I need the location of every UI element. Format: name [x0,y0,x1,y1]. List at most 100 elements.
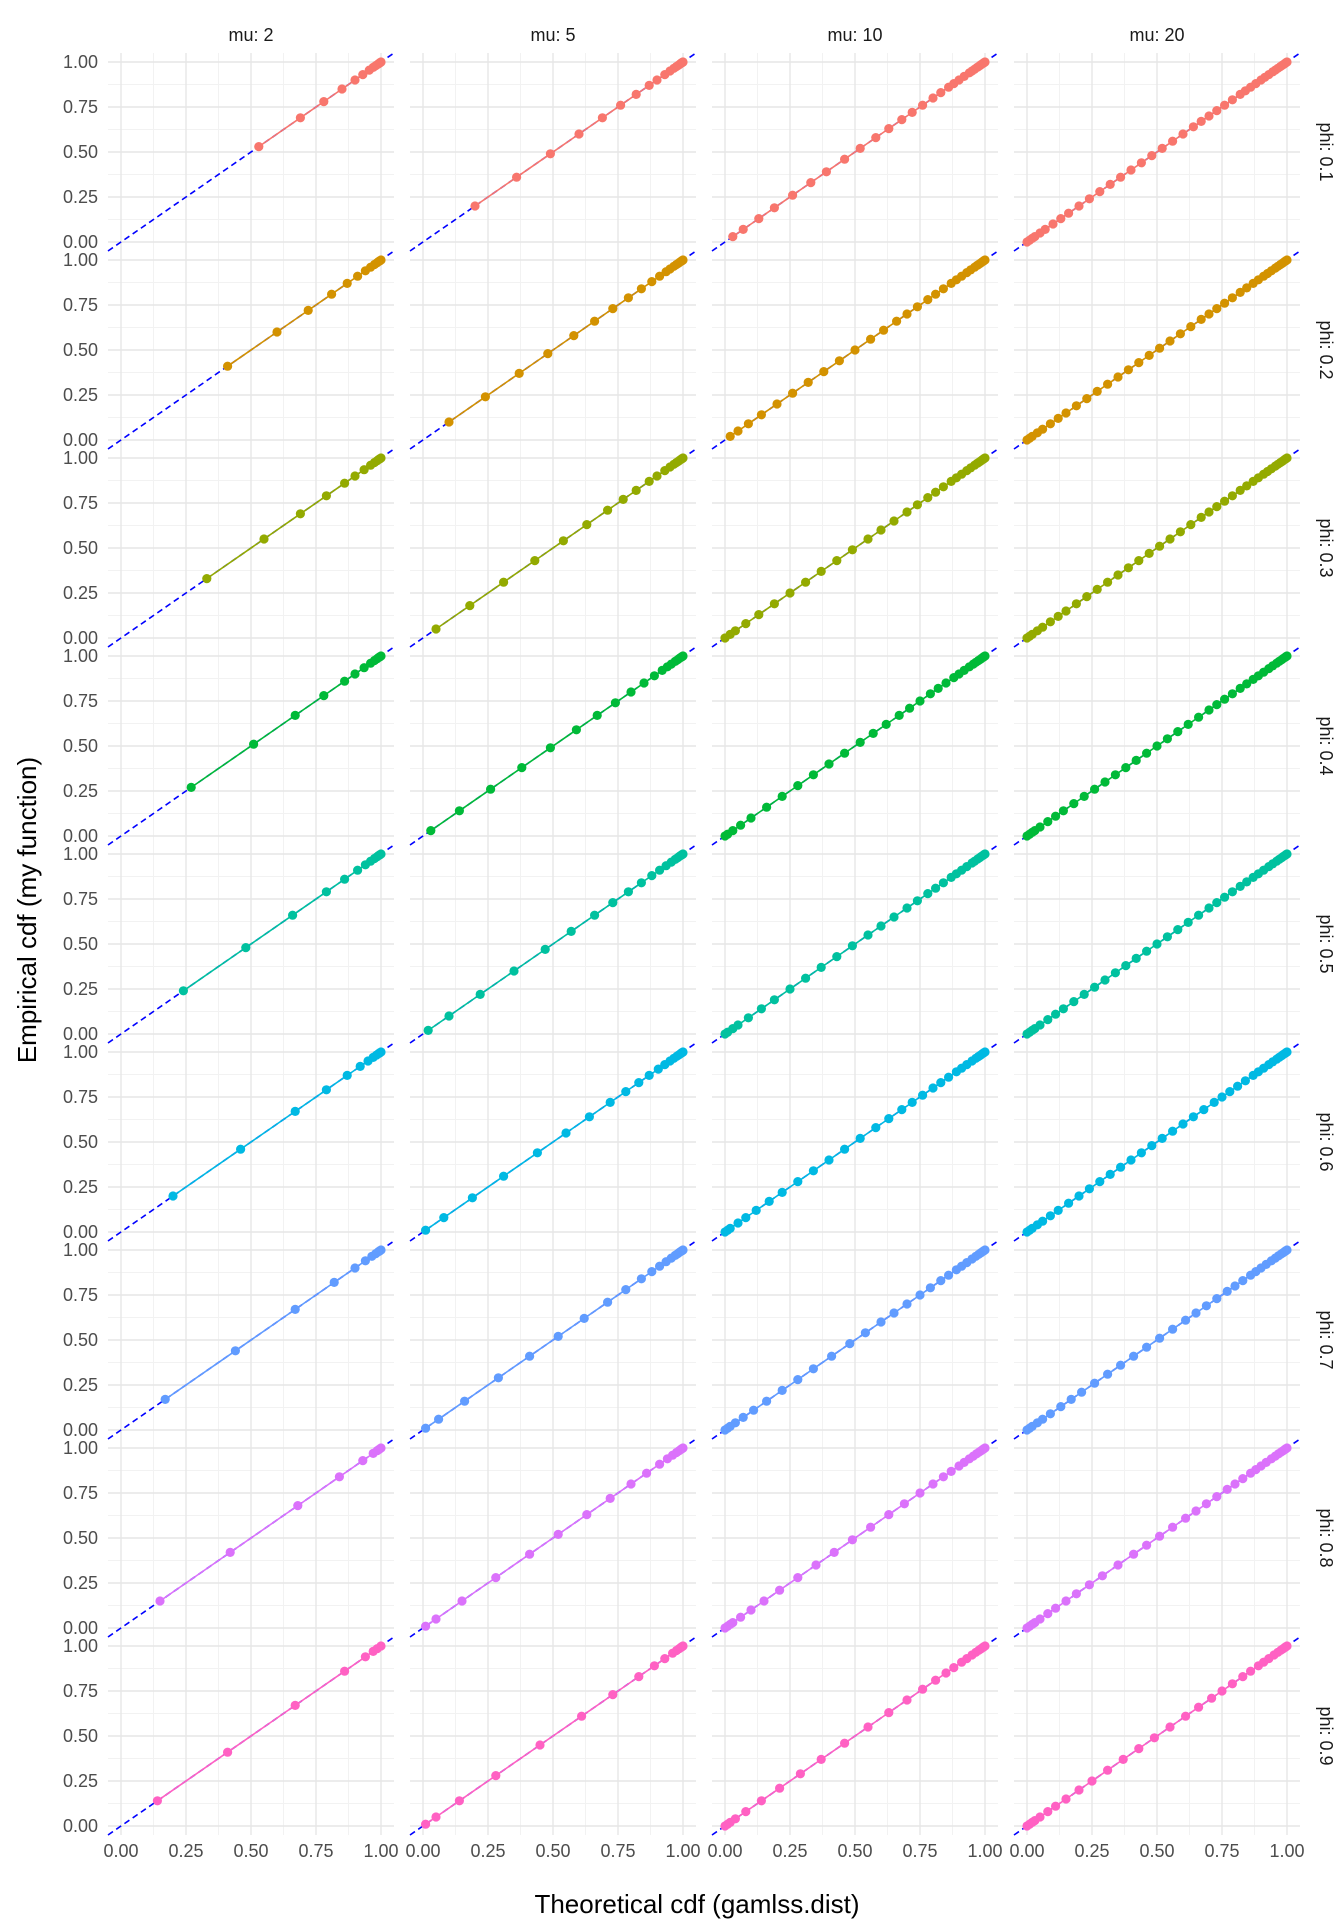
data-point [884,1114,894,1124]
facet-panel-phi9-mu3: 0.00 0.25 0.50 0.75 1.00 [707,1636,1003,1861]
x-tick-label: 0.75 [298,1841,333,1861]
data-point [793,1177,803,1187]
data-point [655,1261,665,1271]
data-point [816,962,826,973]
data-point [350,669,360,679]
data-point [431,1614,441,1624]
data-point [1178,129,1188,139]
data-point [876,1317,886,1327]
y-tick-label: 0.50 [63,1330,98,1350]
data-point [1230,1479,1240,1489]
data-point [1142,1540,1152,1550]
data-point [894,710,904,721]
data-point [652,75,662,85]
data-point [160,1394,170,1404]
data-point [517,763,527,773]
data-point [863,1722,873,1732]
y-tick-label: 0.50 [63,1528,98,1548]
data-point [785,588,795,598]
x-tick-label: 0.50 [535,1841,570,1861]
data-point [249,739,259,749]
data-point [660,1654,670,1664]
data-point [1235,683,1245,694]
y-tick-label: 0.50 [63,736,98,756]
data-point [376,651,386,661]
data-point [1168,1522,1178,1532]
data-point [754,610,764,620]
data-point [340,874,350,884]
data-point [769,203,780,213]
data-point [1092,584,1102,595]
data-point [421,1225,431,1235]
data-point [907,1097,917,1107]
data-point [1035,1614,1045,1624]
data-point [337,84,347,94]
data-point [303,305,313,315]
data-point [756,1796,767,1806]
data-point [938,1472,949,1482]
data-point [186,782,196,793]
data-point [621,1285,631,1295]
facet-panel-phi5-mu4: phi: 0.5 [1013,844,1336,1044]
data-point [571,725,582,735]
data-point [728,826,738,836]
data-point [590,316,600,326]
data-point [509,966,519,976]
data-point [444,1011,454,1021]
facet-panel-phi3-mu1: 0.00 0.25 0.50 0.75 1.00 [63,448,395,648]
data-point [1155,343,1165,353]
data-point [460,1396,470,1406]
data-point [1220,298,1230,308]
data-point [1066,1394,1076,1404]
data-point [730,1814,741,1824]
data-point [678,849,688,859]
facet-column-label: mu: 10 [827,25,882,45]
data-point [730,626,741,636]
data-point [1220,892,1230,902]
data-point [439,1213,449,1223]
data-point [931,487,941,497]
data-point [1095,1177,1105,1187]
facet-row-label: phi: 0.9 [1316,1706,1336,1765]
facet-panel-phi6-mu1: 0.00 0.25 0.50 0.75 1.00 [63,1042,395,1242]
facet-row-label: phi: 0.8 [1316,1508,1336,1567]
data-point [236,1144,246,1154]
data-point [1242,679,1252,689]
data-point [879,325,889,335]
data-point [1053,413,1063,423]
x-axis-title: Theoretical cdf (gamlss.dist) [534,1889,859,1919]
data-point [832,556,842,566]
data-point [824,1155,834,1165]
data-point [1199,1105,1209,1115]
data-point [1051,1603,1061,1613]
data-point [223,1747,233,1757]
data-point [1194,1702,1204,1712]
data-point [1157,1133,1167,1143]
data-point [811,1560,821,1570]
data-point [623,293,634,303]
y-tick-label: 0.75 [63,1681,98,1701]
data-point [1045,1409,1055,1419]
facet-panel-phi9-mu2: 0.00 0.25 0.50 0.75 1.00 [405,1636,701,1861]
data-point [376,453,386,463]
data-point [644,80,654,90]
x-tick-label: 0.50 [1139,1841,1174,1861]
data-point [678,651,688,661]
data-point [605,1097,615,1107]
data-point [1183,719,1193,730]
data-point [905,703,915,713]
data-point [847,941,858,951]
data-point [1227,1679,1237,1689]
data-point [756,410,767,420]
data-point [793,781,803,791]
data-point [834,356,845,366]
data-point [577,1711,587,1721]
data-point [1282,849,1292,859]
data-point [1090,1378,1100,1388]
data-point [376,1443,386,1453]
y-axis-title: Empirical cdf (my function) [12,757,42,1063]
data-point [1136,1148,1146,1158]
facet-panel-phi2-mu3 [711,250,999,450]
data-point [618,494,628,504]
